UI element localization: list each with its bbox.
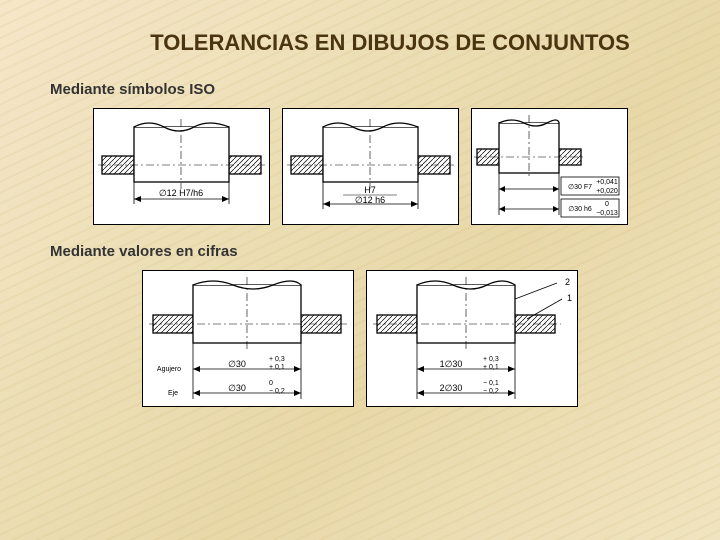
- dim-p5-l1-lo: + 0,1: [483, 364, 499, 371]
- label-agujero: Agujero: [157, 366, 181, 373]
- section-iso-label: Mediante símbolos ISO: [50, 81, 680, 98]
- dim-p5-l2-main: 2∅30: [440, 383, 463, 393]
- dim-p5-l2-lo: − 0,2: [483, 388, 499, 395]
- row-cifras: Agujero Eje ∅30 + 0,3 + 0,1 ∅30 0 − 0,2: [40, 270, 680, 407]
- drawing-panel-2: H7 ∅12 h6: [282, 108, 459, 225]
- dim-p3-l2-up: 0: [605, 201, 609, 208]
- dim-p5-l1-main: 1∅30: [440, 359, 463, 369]
- dim-p4-l2-up: 0: [269, 380, 273, 387]
- dim-p4-l1-lo: + 0,1: [269, 364, 285, 371]
- dim-p3-l1-lo: +0,020: [596, 188, 618, 195]
- drawing-panel-3: ∅30 F7 +0,041 +0,020 ∅30 h6 0 −0,013: [471, 108, 628, 225]
- dim-p3-l2-lo: −0,013: [596, 210, 618, 217]
- callout-1: 1: [567, 293, 572, 303]
- drawing-panel-1: ∅12 H7/h6: [93, 108, 270, 225]
- dim-p2-top: H7: [364, 185, 376, 195]
- label-eje: Eje: [168, 390, 178, 397]
- dim-p3-l1-up: +0,041: [596, 179, 618, 186]
- dim-p5-l1-up: + 0,3: [483, 356, 499, 363]
- dim-p4-l2-main: ∅30: [228, 383, 246, 393]
- dim-p3-l1-main: ∅30 F7: [568, 184, 592, 191]
- dim-p5-l2-up: − 0,1: [483, 380, 499, 387]
- dim-p1: ∅12 H7/h6: [158, 188, 202, 198]
- page-title: TOLERANCIAS EN DIBUJOS DE CONJUNTOS: [100, 30, 680, 56]
- dim-p3-l2-main: ∅30 h6: [568, 206, 592, 213]
- section-cifras-label: Mediante valores en cifras: [50, 243, 680, 260]
- callout-2: 2: [565, 277, 570, 287]
- drawing-panel-4: Agujero Eje ∅30 + 0,3 + 0,1 ∅30 0 − 0,2: [142, 270, 354, 407]
- dim-p2-bot: ∅12 h6: [354, 195, 384, 205]
- dim-p4-l2-lo: − 0,2: [269, 388, 285, 395]
- drawing-panel-5: 2 1 1∅30 + 0,3 + 0,1 2∅30 − 0,1 − 0,2: [366, 270, 578, 407]
- dim-p4-l1-main: ∅30: [228, 359, 246, 369]
- dim-p4-l1-up: + 0,3: [269, 356, 285, 363]
- row-iso: ∅12 H7/h6: [40, 108, 680, 225]
